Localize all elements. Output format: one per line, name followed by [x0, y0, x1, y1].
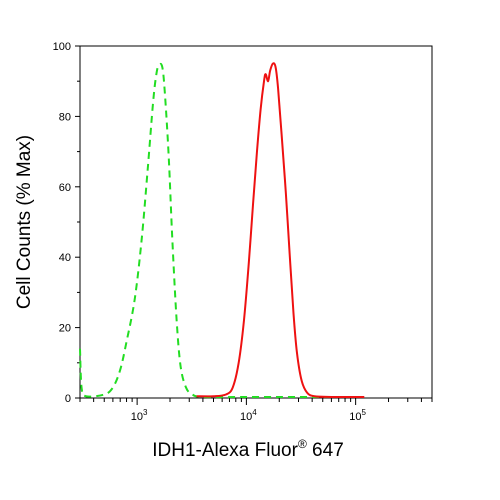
y-tick-label: 20: [59, 323, 71, 335]
y-tick-label: 100: [53, 41, 71, 53]
x-axis-title-tail: 647: [307, 440, 344, 461]
y-axis-title: Cell Counts (% Max): [14, 135, 35, 309]
series-line-green-dashed: [79, 62, 356, 399]
plot-frame: [79, 45, 433, 399]
x-tick-base: 10: [131, 411, 143, 423]
x-tick-label: 104: [240, 408, 257, 423]
x-tick-label: 103: [131, 408, 148, 423]
series-line-red-solid: [196, 62, 365, 399]
y-tick-label: 0: [65, 393, 71, 405]
series-layer: [79, 62, 365, 399]
y-tick-label: 80: [59, 111, 71, 123]
x-tick-exponent: 3: [143, 408, 148, 417]
x-tick-base: 10: [240, 411, 252, 423]
x-axis-title-main: IDH1-Alexa Fluor: [152, 440, 298, 461]
x-tick-label: 105: [349, 408, 366, 423]
x-tick-exponent: 5: [362, 408, 367, 417]
x-axis-title: IDH1-Alexa Fluor® 647: [152, 437, 344, 461]
x-axis-title-registered-mark: ®: [298, 437, 307, 451]
x-tick-exponent: 4: [252, 408, 257, 417]
y-tick-label: 60: [59, 182, 71, 194]
y-tick-label: 40: [59, 252, 71, 264]
x-tick-base: 10: [349, 411, 361, 423]
